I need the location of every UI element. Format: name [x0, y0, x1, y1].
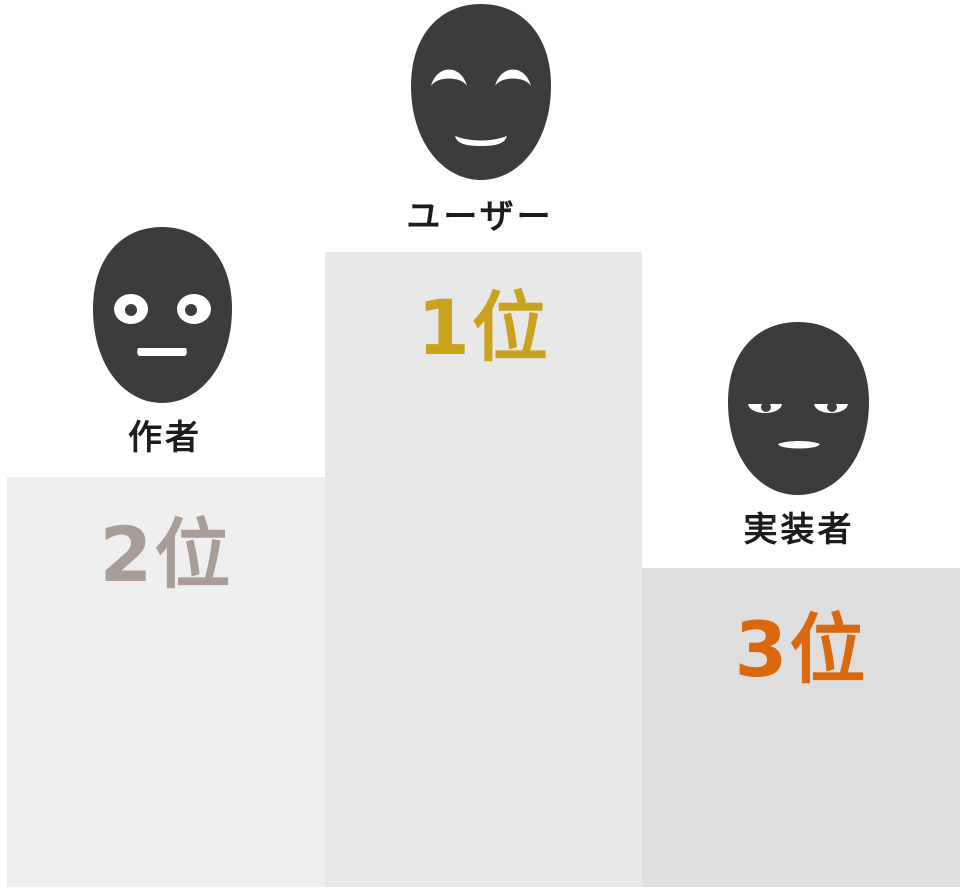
surprised-mask-icon	[93, 227, 232, 403]
mask-face	[411, 4, 551, 180]
rank-label-third: 3位	[734, 605, 868, 694]
name-label-second: 作者	[128, 418, 202, 458]
podium-block-first: 1位	[325, 252, 642, 887]
smiling-mask-icon	[411, 4, 551, 180]
name-label-first: ユーザー	[406, 197, 554, 237]
rank-label-first: 1位	[417, 283, 550, 372]
mask-pupil-left	[125, 304, 137, 316]
mask-pupil-left	[761, 402, 771, 412]
mask-pupil-right	[185, 304, 197, 316]
mask-eye-left	[431, 69, 467, 86]
podium-block-third: 3位	[642, 568, 960, 887]
mask-eye-right	[495, 69, 531, 86]
name-label-third: 実装者	[743, 510, 855, 550]
mask-mouth	[778, 441, 820, 449]
mask-mouth	[137, 348, 187, 356]
mask-face	[93, 227, 232, 403]
mask-face	[728, 322, 869, 495]
mask-pupil-right	[827, 402, 837, 412]
podium-block-second: 2位	[7, 477, 325, 887]
mask-mouth	[455, 136, 507, 146]
rank-label-second: 2位	[99, 510, 233, 599]
annoyed-mask-icon	[728, 322, 869, 495]
